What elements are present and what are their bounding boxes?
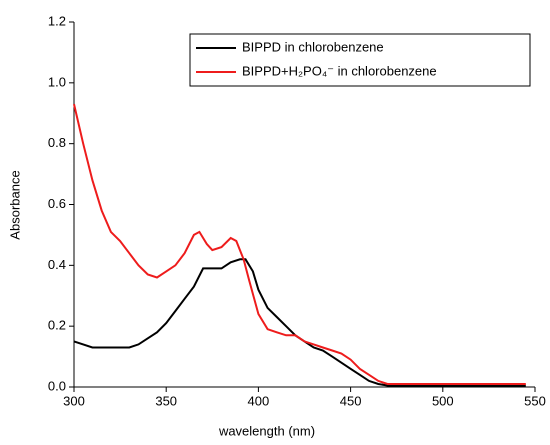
x-tick-label: 300 (63, 393, 85, 408)
x-tick-label: 450 (340, 393, 362, 408)
y-axis-label: Absorbance (7, 170, 22, 239)
data-line (73, 258, 526, 387)
y-tick-label: 0.0 (48, 378, 66, 393)
y-tick-label: 0.4 (48, 257, 66, 272)
legend-label: BIPPD+H₂PO₄⁻ in chlorobenzene (242, 63, 437, 78)
legend-label: BIPPD in chlorobenzene (242, 39, 384, 54)
y-tick-label: 1.2 (48, 13, 66, 28)
y-tick-label: 0.2 (48, 318, 66, 333)
x-axis-label: wavelength (nm) (218, 423, 315, 438)
data-line (73, 103, 526, 385)
x-tick-label: 350 (155, 393, 177, 408)
y-tick-label: 1.0 (48, 74, 66, 89)
legend-box (189, 33, 531, 87)
x-tick-label: 500 (432, 393, 454, 408)
y-tick-label: 0.6 (48, 196, 66, 211)
x-tick-label: 400 (248, 393, 270, 408)
y-tick-label: 0.8 (48, 135, 66, 150)
x-tick-label: 550 (524, 393, 546, 408)
